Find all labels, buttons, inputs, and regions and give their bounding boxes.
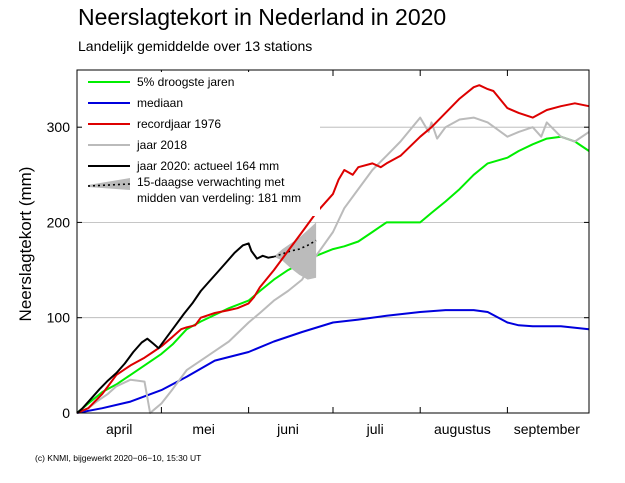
legend-label-2020: jaar 2020: actueel 164 mm (136, 159, 279, 173)
legend-label-2018: jaar 2018 (136, 138, 187, 152)
legend-swatch-forecast-line (87, 183, 131, 187)
legend-label-mediaan: mediaan (137, 96, 183, 110)
series-line (76, 135, 590, 414)
forecast-band (273, 222, 317, 280)
y-tick-label: 200 (47, 214, 71, 230)
y-tick-label: 300 (47, 119, 71, 135)
y-axis-label: Neerslagtekort (mm) (16, 167, 35, 322)
legend-label-forecast-line: 15-daagse verwachting met (137, 175, 285, 189)
series-line (76, 309, 590, 414)
legend-swatch-forecast-band (88, 178, 130, 190)
chart-subtitle: Landelijk gemiddelde over 13 stations (78, 38, 312, 54)
y-tick-label: 100 (47, 310, 71, 326)
x-tick-label: juni (276, 421, 299, 437)
legend-label-5pct: 5% droogste jaren (137, 75, 234, 89)
series-line (76, 242, 275, 414)
legend-label-forecast: 15-daagse verwachting met midden van verd… (137, 175, 301, 205)
x-tick-label: september (514, 421, 580, 437)
x-tick-label: mei (192, 421, 215, 437)
legend: 5% droogste jaren mediaan recordjaar 197… (82, 72, 320, 216)
chart-title: Neerslagtekort in Nederland in 2020 (78, 4, 446, 30)
y-tick-label: 0 (62, 405, 70, 421)
x-tick-label: juli (366, 421, 384, 437)
legend-label-forecast-line: midden van verdeling: 181 mm (137, 191, 301, 205)
x-tick-label: augustus (434, 421, 491, 437)
axis-ticks: 0 100 200 300 april mei juni juli augustus septem… (47, 70, 590, 437)
footer-credit: (c) KNMI, bijgewerkt 2020−06−10, 15:30 U… (35, 453, 201, 463)
x-tick-label: april (106, 421, 132, 437)
legend-label-1976: recordjaar 1976 (137, 117, 221, 131)
